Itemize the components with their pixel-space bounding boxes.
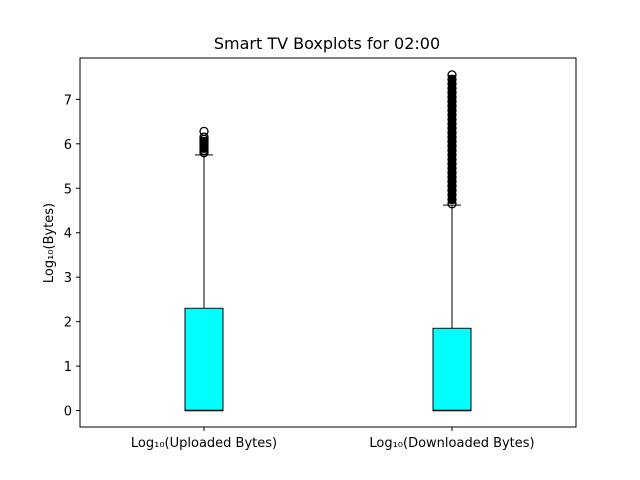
- y-axis: 0 1 2 3 4 5 6 7: [64, 93, 80, 420]
- x-tick-label: Log₁₀(Downloaded Bytes): [369, 436, 534, 451]
- y-tick-label: 3: [64, 271, 72, 286]
- y-tick-label: 0: [64, 405, 72, 420]
- outlier-band: [200, 137, 208, 153]
- x-tick-label: Log₁₀(Uploaded Bytes): [131, 436, 277, 451]
- y-axis-label: Log₁₀(Bytes): [42, 203, 57, 283]
- y-tick-label: 5: [64, 182, 72, 197]
- outlier-band: [448, 74, 456, 204]
- box-iqr: [432, 327, 472, 412]
- plot-frame: [79, 57, 577, 428]
- boxes: [184, 70, 472, 412]
- y-tick-label: 7: [64, 93, 72, 108]
- y-tick-label: 1: [64, 360, 72, 375]
- box-iqr: [184, 307, 224, 412]
- box-group: [184, 126, 224, 412]
- x-axis: Log₁₀(Uploaded Bytes) Log₁₀(Downloaded By…: [131, 427, 535, 451]
- outlier-point: [199, 126, 209, 137]
- chart-title: Smart TV Boxplots for 02:00: [214, 34, 440, 53]
- box-group: [432, 70, 472, 412]
- y-tick-label: 2: [64, 316, 72, 331]
- y-tick-label: 4: [64, 227, 72, 242]
- y-tick-label: 6: [64, 138, 72, 153]
